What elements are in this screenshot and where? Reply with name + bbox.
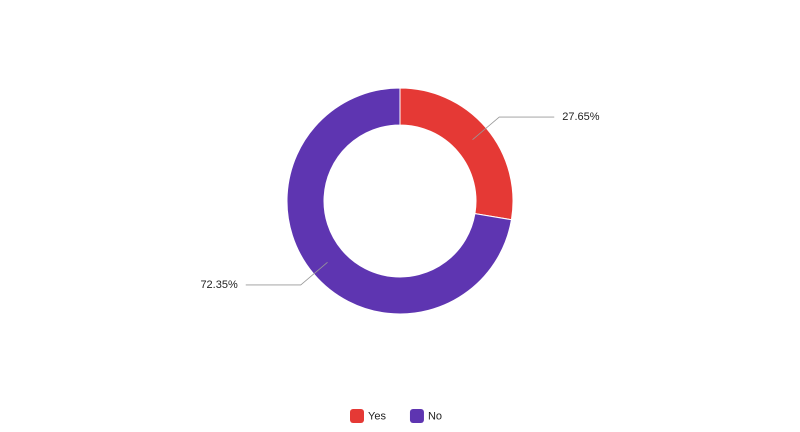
legend-label[interactable]: No [428,410,442,422]
legend-swatch[interactable] [409,409,424,423]
leader-line [245,262,328,286]
leader-line [472,116,555,140]
legend-label[interactable]: Yes [368,410,386,422]
legend-swatch[interactable] [350,409,364,423]
donut-slice [399,87,514,221]
data-label: 27.65% [562,111,600,123]
data-label: 72.35% [200,279,238,291]
donut-slice [286,87,513,315]
